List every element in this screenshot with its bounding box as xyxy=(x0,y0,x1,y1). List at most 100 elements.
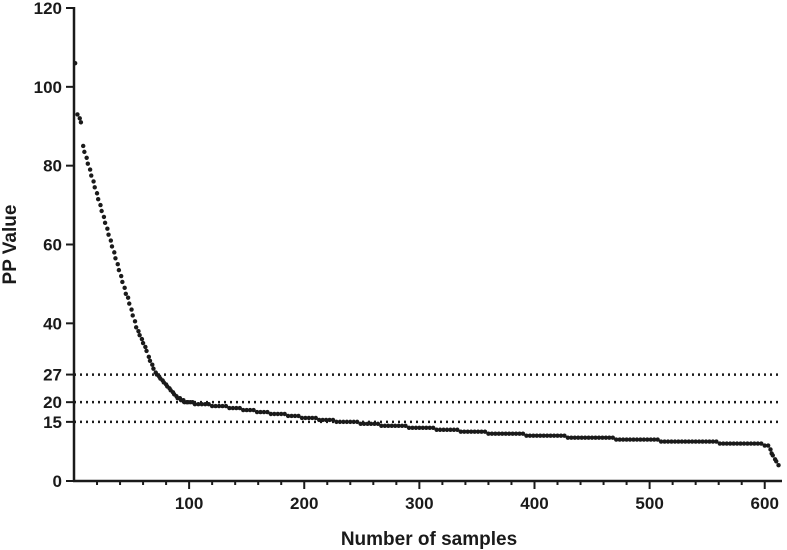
data-point-176 xyxy=(565,435,571,440)
data-point-168 xyxy=(538,433,543,438)
data-point-239 xyxy=(774,459,779,464)
y-axis-title: PP Value xyxy=(0,205,21,285)
data-point-69 xyxy=(196,401,201,407)
data-point-11 xyxy=(92,185,97,190)
data-point-84 xyxy=(247,407,253,413)
data-point-146 xyxy=(462,429,467,434)
data-point-220 xyxy=(717,441,723,446)
data-point-15 xyxy=(99,208,104,214)
data-point-135 xyxy=(424,425,429,430)
data-point-199 xyxy=(645,437,650,442)
data-point-95 xyxy=(285,413,291,419)
data-point-103 xyxy=(313,415,318,421)
data-point-203 xyxy=(658,439,664,444)
data-point-87 xyxy=(258,409,263,415)
data-point-222 xyxy=(724,441,729,446)
data-point-122 xyxy=(379,423,384,429)
data-point-232 xyxy=(759,441,764,446)
reference-lines xyxy=(74,373,782,424)
data-point-228 xyxy=(745,441,750,446)
data-point-68 xyxy=(192,401,198,407)
data-point-93 xyxy=(279,411,284,417)
data-point-41 xyxy=(144,348,149,354)
data-point-189 xyxy=(610,435,615,440)
data-point-160 xyxy=(510,431,515,436)
data-point-134 xyxy=(420,425,426,430)
data-point-138 xyxy=(434,427,439,432)
x-axis-title: Number of samples xyxy=(341,529,517,550)
data-point-105 xyxy=(320,417,325,423)
data-point-118 xyxy=(365,421,370,427)
y-tick-label-27: 27 xyxy=(43,366,62,385)
data-point-28 xyxy=(122,285,127,291)
data-point-27 xyxy=(120,279,125,285)
data-point-32 xyxy=(129,307,134,312)
data-point-106 xyxy=(323,417,329,423)
y-tick-label-100: 100 xyxy=(34,78,62,97)
data-point-159 xyxy=(506,431,512,436)
data-point-14 xyxy=(98,202,103,208)
data-point-185 xyxy=(596,435,602,440)
data-point-186 xyxy=(600,435,605,440)
x-tick-label-100: 100 xyxy=(175,494,203,513)
data-point-166 xyxy=(531,433,536,438)
data-point-179 xyxy=(576,435,581,440)
data-point-218 xyxy=(710,439,716,444)
data-point-12 xyxy=(94,191,100,196)
data-point-130 xyxy=(406,425,412,430)
data-point-184 xyxy=(593,435,598,440)
data-point-37 xyxy=(137,332,142,338)
data-point-109 xyxy=(334,419,339,425)
data-point-144 xyxy=(455,427,460,432)
data-point-83 xyxy=(244,407,249,413)
axes xyxy=(72,7,782,483)
data-point-216 xyxy=(703,439,709,444)
data-point-217 xyxy=(707,439,712,444)
data-point-74 xyxy=(213,403,218,409)
data-point-181 xyxy=(582,435,588,440)
data-point-164 xyxy=(524,433,529,438)
data-point-124 xyxy=(386,423,391,429)
data-point-111 xyxy=(341,419,346,425)
data-point-125 xyxy=(389,423,394,429)
data-point-235 xyxy=(768,447,773,452)
data-point-147 xyxy=(465,429,470,434)
data-point-172 xyxy=(551,433,557,438)
data-point-230 xyxy=(752,441,757,446)
data-point-120 xyxy=(372,421,377,427)
data-point-182 xyxy=(586,435,591,440)
y-tick-label-0: 0 xyxy=(53,472,62,491)
data-point-162 xyxy=(517,431,522,436)
data-point-97 xyxy=(292,413,298,419)
data-point-156 xyxy=(496,431,501,436)
x-tick-label-500: 500 xyxy=(635,494,663,513)
data-points xyxy=(72,60,781,468)
data-point-5 xyxy=(82,149,87,155)
y-tick-label-80: 80 xyxy=(43,157,62,176)
data-point-136 xyxy=(427,425,432,430)
data-point-158 xyxy=(503,431,508,436)
data-point-10 xyxy=(91,179,96,184)
data-point-76 xyxy=(220,403,225,409)
data-point-141 xyxy=(444,427,450,432)
data-point-234 xyxy=(765,443,771,448)
data-point-30 xyxy=(125,295,131,300)
data-point-38 xyxy=(139,336,145,342)
data-point-75 xyxy=(216,403,222,409)
data-point-148 xyxy=(468,429,474,434)
data-point-31 xyxy=(127,301,132,306)
data-point-79 xyxy=(230,405,236,411)
data-point-165 xyxy=(527,433,533,438)
data-point-121 xyxy=(375,421,381,427)
data-point-88 xyxy=(261,409,267,415)
data-point-101 xyxy=(306,415,312,421)
y-tick-label-40: 40 xyxy=(43,314,62,333)
data-point-212 xyxy=(690,439,695,444)
data-point-115 xyxy=(355,419,360,425)
data-point-20 xyxy=(108,238,114,243)
data-point-150 xyxy=(475,429,481,434)
data-point-116 xyxy=(358,421,363,427)
data-point-17 xyxy=(102,220,108,226)
data-point-34 xyxy=(132,319,138,324)
